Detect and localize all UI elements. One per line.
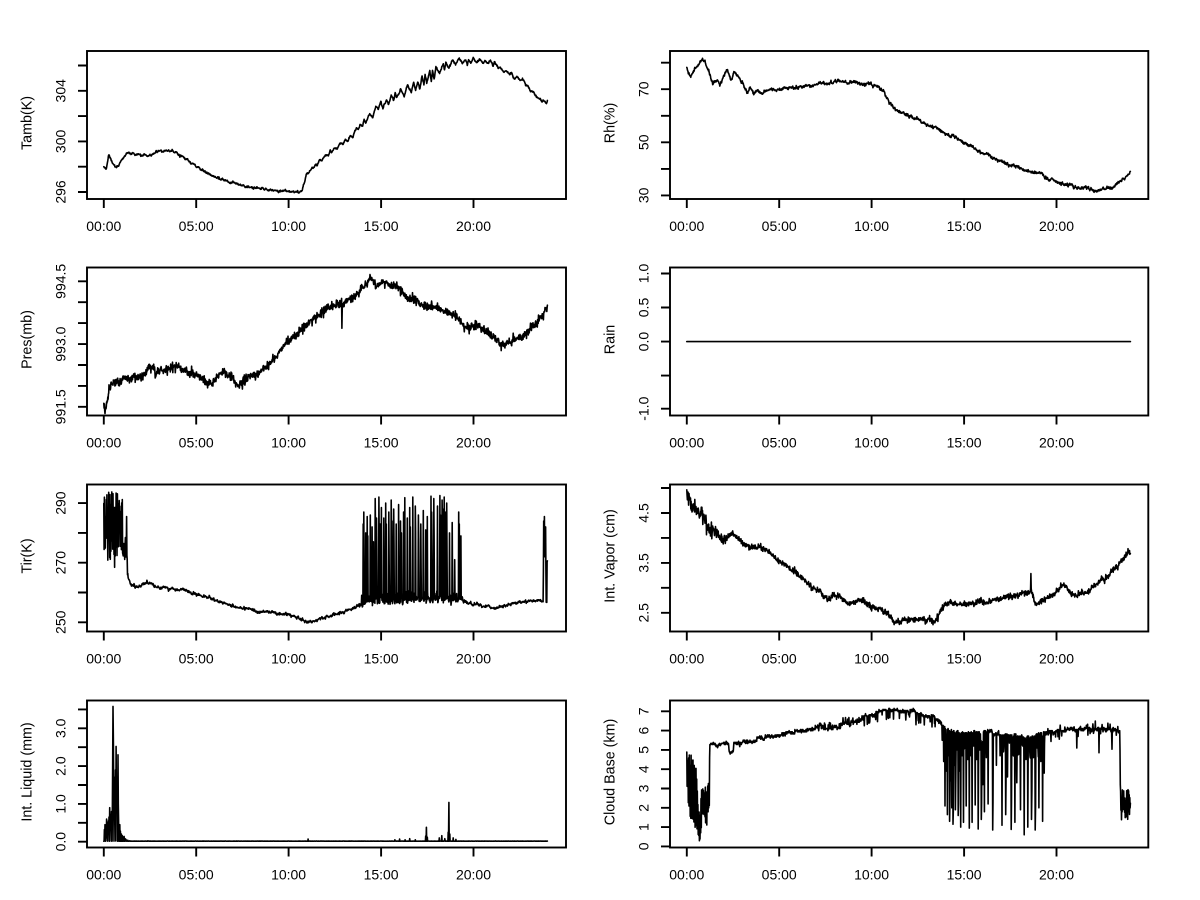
svg-text:50: 50 — [636, 134, 652, 150]
svg-text:00:00: 00:00 — [669, 435, 704, 451]
svg-text:250: 250 — [53, 610, 69, 634]
svg-text:00:00: 00:00 — [669, 867, 704, 883]
svg-text:991.5: 991.5 — [53, 389, 69, 424]
svg-text:15:00: 15:00 — [947, 218, 982, 234]
svg-text:4: 4 — [636, 765, 652, 773]
svg-text:10:00: 10:00 — [854, 651, 889, 667]
svg-text:00:00: 00:00 — [86, 435, 121, 451]
svg-text:20:00: 20:00 — [1039, 651, 1074, 667]
svg-text:993.0: 993.0 — [53, 326, 69, 361]
svg-text:1: 1 — [636, 823, 652, 831]
svg-text:20:00: 20:00 — [1039, 867, 1074, 883]
svg-text:00:00: 00:00 — [86, 218, 121, 234]
svg-text:304: 304 — [53, 79, 69, 103]
svg-text:05:00: 05:00 — [762, 218, 797, 234]
svg-text:2.0: 2.0 — [53, 756, 69, 776]
svg-text:Tir(K): Tir(K) — [19, 538, 35, 573]
svg-text:4.5: 4.5 — [636, 503, 652, 523]
svg-text:30: 30 — [636, 187, 652, 203]
svg-text:15:00: 15:00 — [364, 651, 399, 667]
svg-text:10:00: 10:00 — [271, 435, 306, 451]
svg-text:05:00: 05:00 — [179, 651, 214, 667]
svg-text:20:00: 20:00 — [456, 651, 491, 667]
svg-text:3.0: 3.0 — [53, 718, 69, 738]
svg-text:994.5: 994.5 — [53, 264, 69, 299]
svg-text:10:00: 10:00 — [271, 651, 306, 667]
svg-text:15:00: 15:00 — [364, 435, 399, 451]
svg-text:Rh(%): Rh(%) — [602, 103, 618, 144]
svg-text:10:00: 10:00 — [854, 867, 889, 883]
svg-text:15:00: 15:00 — [364, 867, 399, 883]
svg-text:0: 0 — [636, 842, 652, 850]
svg-text:6: 6 — [636, 726, 652, 734]
svg-text:10:00: 10:00 — [271, 218, 306, 234]
svg-text:20:00: 20:00 — [456, 435, 491, 451]
svg-text:20:00: 20:00 — [1039, 435, 1074, 451]
svg-text:00:00: 00:00 — [669, 218, 704, 234]
svg-text:05:00: 05:00 — [762, 651, 797, 667]
svg-text:20:00: 20:00 — [456, 218, 491, 234]
svg-text:7: 7 — [636, 707, 652, 715]
svg-text:20:00: 20:00 — [1039, 218, 1074, 234]
svg-text:0.0: 0.0 — [636, 332, 652, 352]
svg-text:Rain: Rain — [602, 325, 618, 354]
svg-text:70: 70 — [636, 81, 652, 97]
svg-text:00:00: 00:00 — [86, 651, 121, 667]
svg-text:05:00: 05:00 — [762, 867, 797, 883]
svg-text:10:00: 10:00 — [271, 867, 306, 883]
svg-text:15:00: 15:00 — [947, 651, 982, 667]
svg-text:Int. Liquid (mm): Int. Liquid (mm) — [19, 722, 35, 821]
svg-text:2: 2 — [636, 804, 652, 812]
svg-text:3: 3 — [636, 784, 652, 792]
svg-text:00:00: 00:00 — [86, 867, 121, 883]
svg-text:Int. Vapor (cm): Int. Vapor (cm) — [602, 509, 618, 602]
svg-text:2.5: 2.5 — [636, 603, 652, 623]
svg-text:296: 296 — [53, 180, 69, 204]
svg-text:20:00: 20:00 — [456, 867, 491, 883]
svg-text:Tamb(K): Tamb(K) — [19, 96, 35, 150]
svg-text:1.0: 1.0 — [636, 264, 652, 284]
svg-text:0.0: 0.0 — [53, 832, 69, 852]
svg-text:Cloud Base (km): Cloud Base (km) — [602, 719, 618, 825]
svg-text:10:00: 10:00 — [854, 218, 889, 234]
svg-text:05:00: 05:00 — [179, 218, 214, 234]
svg-text:0.5: 0.5 — [636, 298, 652, 318]
svg-text:1.0: 1.0 — [53, 794, 69, 814]
svg-text:Pres(mb): Pres(mb) — [19, 310, 35, 369]
svg-text:15:00: 15:00 — [364, 218, 399, 234]
svg-text:05:00: 05:00 — [179, 867, 214, 883]
svg-text:3.5: 3.5 — [636, 553, 652, 573]
svg-text:15:00: 15:00 — [947, 435, 982, 451]
svg-text:00:00: 00:00 — [669, 651, 704, 667]
svg-text:05:00: 05:00 — [762, 435, 797, 451]
svg-text:300: 300 — [53, 130, 69, 154]
svg-text:5: 5 — [636, 746, 652, 754]
svg-text:15:00: 15:00 — [947, 867, 982, 883]
svg-text:10:00: 10:00 — [854, 435, 889, 451]
svg-text:-1.0: -1.0 — [636, 396, 652, 420]
svg-text:05:00: 05:00 — [179, 435, 214, 451]
svg-text:270: 270 — [53, 551, 69, 575]
svg-text:290: 290 — [53, 491, 69, 515]
